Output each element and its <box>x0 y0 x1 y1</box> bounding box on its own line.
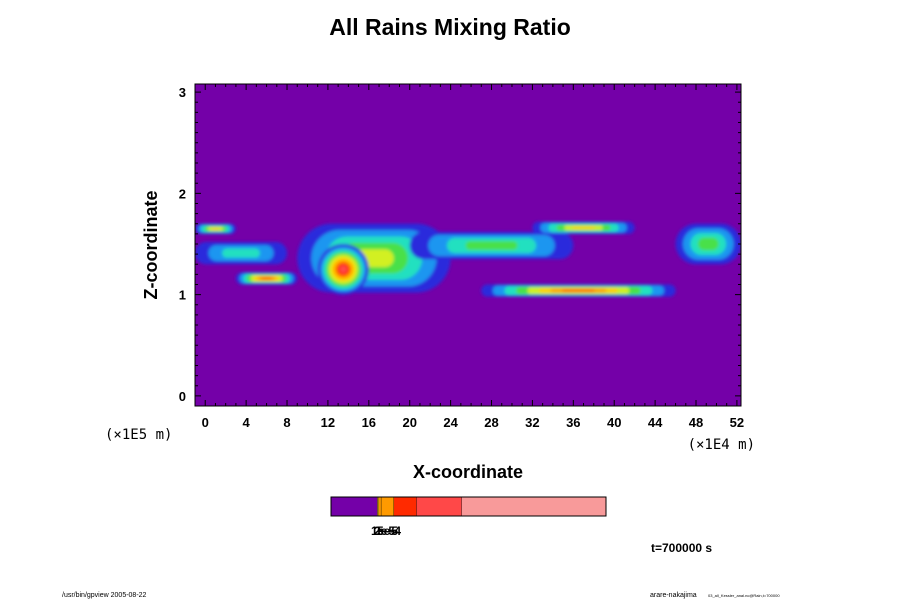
colorbar-label-1: 2e-5 <box>374 524 398 538</box>
y-tick-label-0: 0 <box>179 389 186 404</box>
footer-left: /usr/bin/gpview 2005-08-22 <box>62 592 147 599</box>
x-tick-label-3: 12 <box>321 415 335 430</box>
x-tick-label-11: 44 <box>648 415 663 430</box>
colorbar-frame <box>330 496 607 517</box>
y-tick-label-3: 3 <box>179 85 186 100</box>
x-tick-label-1: 4 <box>243 415 251 430</box>
colorbar-segment-2 <box>379 497 382 516</box>
rain-field <box>195 221 741 297</box>
colorbar: 1e-52e-55e-4 <box>330 496 607 538</box>
axes: 0 4 8 12 16 20 24 28 32 36 40 44 48 520123X-coordinat… <box>62 83 780 599</box>
footer-right: arare-nakajima <box>650 592 697 599</box>
y-multiplier: (×1E5 m) <box>105 427 172 443</box>
x-tick-label-10: 40 <box>607 415 621 430</box>
rain-band-5-level-4 <box>465 241 518 250</box>
rain-band-4-level-9 <box>339 265 348 274</box>
colorbar-segment-6 <box>461 497 606 516</box>
x-tick-label-9: 36 <box>566 415 580 430</box>
x-tick-label-12: 48 <box>689 415 703 430</box>
colorbar-segment-3 <box>381 497 395 516</box>
colorbar-segment-1 <box>377 497 380 516</box>
rain-band-1-level-3 <box>222 248 260 258</box>
x-tick-label-5: 20 <box>402 415 416 430</box>
colorbar-segment-4 <box>394 497 417 516</box>
x-tick-label-4: 16 <box>362 415 376 430</box>
rain-band-6-level-8 <box>562 289 595 292</box>
x-multiplier: (×1E4 m) <box>688 437 755 453</box>
x-tick-label-13: 52 <box>730 415 744 430</box>
plot-frame <box>194 83 742 407</box>
x-axis-title: X-coordinate <box>413 462 523 482</box>
x-tick-label-8: 32 <box>525 415 539 430</box>
rain-band-0-level-6 <box>210 227 220 230</box>
y-tick-label-2: 2 <box>179 186 186 201</box>
y-tick-label-1: 1 <box>179 288 186 303</box>
x-tick-label-2: 8 <box>283 415 290 430</box>
time-label: t=700000 s <box>651 541 713 555</box>
x-tick-label-7: 28 <box>484 415 498 430</box>
chart-title: All Rains Mixing Ratio <box>329 14 571 40</box>
y-axis-title: Z-coordinate <box>141 190 161 299</box>
x-tick-label-6: 24 <box>443 415 458 430</box>
rain-band-8-level-4 <box>697 237 719 251</box>
rain-band-7-level-6 <box>572 226 595 230</box>
colorbar-label-2: 5e-4 <box>377 524 401 538</box>
colorbar-label-0: 1e-5 <box>371 524 395 538</box>
heatmap-area <box>195 84 741 406</box>
footer-right-small: 03_all_Kessler_anal.nc@Rain,t=700000 <box>708 593 780 598</box>
rain-band-2-level-8 <box>261 277 272 280</box>
colorbar-segment-5 <box>416 497 462 516</box>
x-tick-label-0: 0 <box>202 415 209 430</box>
colorbar-segment-0 <box>331 497 378 516</box>
